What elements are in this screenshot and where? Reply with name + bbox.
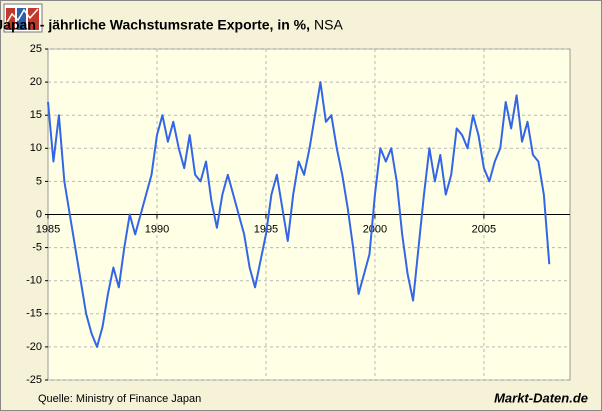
y-tick-label: -25: [26, 374, 42, 386]
y-tick-label: 25: [30, 43, 42, 55]
data-line: [47, 81, 551, 348]
x-tick-label: 2005: [472, 223, 496, 235]
x-tick-label: 1985: [36, 223, 60, 235]
x-tick-label: 2000: [363, 223, 387, 235]
y-tick-label: -5: [32, 242, 42, 254]
source: Quelle: Ministry of Finance Japan: [38, 393, 201, 405]
x-tick-label: 1990: [145, 223, 169, 235]
y-tick-label: -20: [26, 341, 42, 353]
brand: Markt-Daten.de: [494, 390, 588, 405]
y-tick-label: 20: [30, 76, 42, 88]
y-tick-label: 0: [36, 208, 42, 220]
y-tick-label: 15: [30, 109, 42, 121]
chart-title-note: NSA: [314, 17, 343, 33]
y-tick-label: -15: [26, 308, 42, 320]
logo: [3, 3, 43, 33]
chart-title: Japan - jährliche Wachstumsrate Exporte,…: [0, 17, 310, 33]
y-tick-label: 10: [30, 142, 42, 154]
y-tick-label: 5: [36, 175, 42, 187]
y-tick-label: -10: [26, 275, 42, 287]
